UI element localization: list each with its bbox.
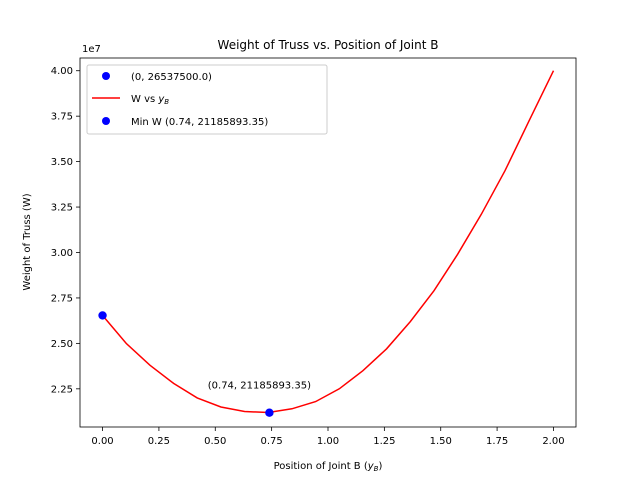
x-axis: 0.00 0.25 0.50 0.75 1.00 1.25 1.50 1.75 2.00 xyxy=(91,427,565,447)
x-tick-label: 1.25 xyxy=(373,436,395,447)
plot-area xyxy=(98,70,555,417)
y-axis: 2.25 2.50 2.75 3.00 3.25 3.50 3.75 4.00 xyxy=(51,66,80,395)
legend: (0, 26537500.0) W vs yB Min W (0.74, 211… xyxy=(86,64,328,135)
y-axis-label: Weight of Truss (W) xyxy=(22,193,33,290)
x-tick-label: 0.25 xyxy=(148,436,170,447)
x-axis-label: Position of Joint B (yB) xyxy=(274,461,383,473)
x-axis-label-end: ) xyxy=(378,461,382,472)
y-tick-label: 3.25 xyxy=(51,203,73,214)
legend-marker-min-point xyxy=(102,117,110,125)
y-offset-label: 1e7 xyxy=(82,44,101,55)
legend-label-series-main: W vs xyxy=(131,94,158,105)
x-axis-label-main: Position of Joint B ( xyxy=(274,461,368,472)
series-line-w-vs-yb xyxy=(101,70,555,414)
legend-marker-initial-point xyxy=(102,72,110,80)
y-tick-label: 3.75 xyxy=(51,112,73,123)
y-tick-label: 2.75 xyxy=(51,293,73,304)
initial-point-marker xyxy=(98,311,107,320)
x-axis-label-subscript: B xyxy=(374,465,379,473)
legend-label-series-symbol: y xyxy=(157,94,165,105)
legend-box xyxy=(86,64,328,135)
x-tick-label: 0.75 xyxy=(261,436,283,447)
legend-label-initial-point: (0, 26537500.0) xyxy=(131,72,212,83)
chart-title: Weight of Truss vs. Position of Joint B xyxy=(218,38,439,52)
min-point-marker xyxy=(265,408,274,417)
x-tick-label: 0.00 xyxy=(91,436,113,447)
legend-label-series: W vs yB xyxy=(131,94,169,106)
x-tick-label: 2.00 xyxy=(542,436,564,447)
y-tick-label: 2.25 xyxy=(51,384,73,395)
x-tick-label: 1.50 xyxy=(430,436,452,447)
y-tick-label: 3.50 xyxy=(51,157,73,168)
y-tick-label: 4.00 xyxy=(51,66,73,77)
x-tick-label: 1.75 xyxy=(486,436,508,447)
y-tick-label: 2.50 xyxy=(51,339,73,350)
legend-label-min-point: Min W (0.74, 21185893.35) xyxy=(131,117,268,128)
x-axis-label-symbol: y xyxy=(367,461,375,472)
x-tick-label: 0.50 xyxy=(204,436,226,447)
min-point-annotation: (0.74, 21185893.35) xyxy=(208,381,311,392)
y-tick-label: 3.00 xyxy=(51,248,73,259)
legend-label-series-subscript: B xyxy=(164,98,169,106)
x-tick-label: 1.00 xyxy=(317,436,339,447)
